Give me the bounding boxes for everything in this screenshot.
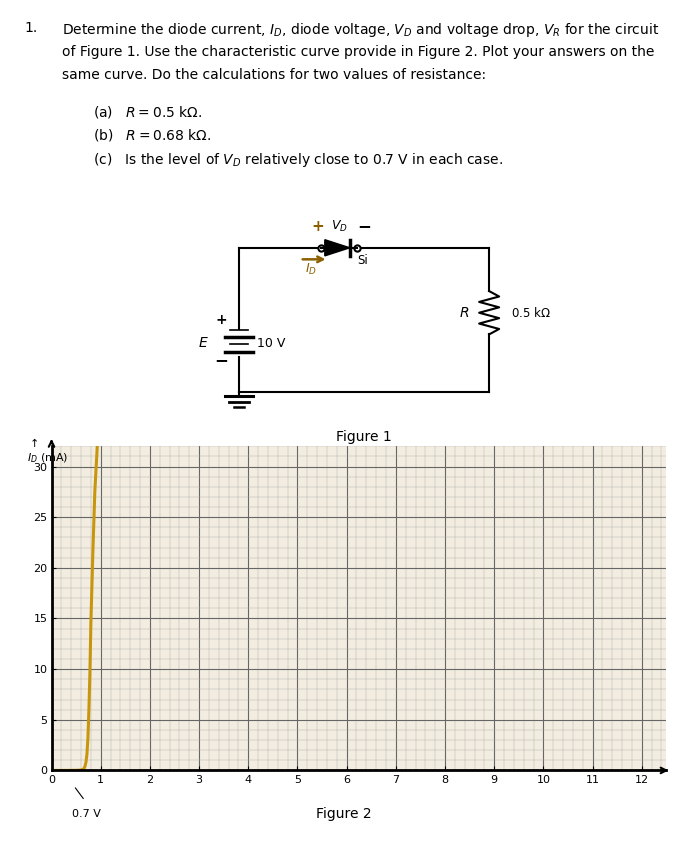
Text: Determine the diode current, $I_D$, diode voltage, $V_D$ and voltage drop, $V_R$: Determine the diode current, $I_D$, diod… xyxy=(62,21,660,39)
Text: $V_D$: $V_D$ xyxy=(330,219,348,234)
Text: of Figure 1. Use the characteristic curve provide in Figure 2. Plot your answers: of Figure 1. Use the characteristic curv… xyxy=(62,45,654,59)
Text: Si: Si xyxy=(357,254,368,267)
Text: Figure 1: Figure 1 xyxy=(336,429,392,444)
Text: same curve. Do the calculations for two values of resistance:: same curve. Do the calculations for two … xyxy=(62,68,486,83)
Text: −: − xyxy=(214,351,228,370)
Text: $\uparrow$
$I_D$ (mA): $\uparrow$ $I_D$ (mA) xyxy=(27,436,68,465)
Text: +: + xyxy=(311,219,324,233)
Polygon shape xyxy=(325,240,350,256)
Text: 0.7 V: 0.7 V xyxy=(71,809,100,819)
Text: $I_D$: $I_D$ xyxy=(304,262,317,277)
Text: 0.5 k$\Omega$: 0.5 k$\Omega$ xyxy=(510,306,550,320)
Text: Figure 2: Figure 2 xyxy=(316,807,371,821)
Text: (c)   Is the level of $V_D$ relatively close to 0.7 V in each case.: (c) Is the level of $V_D$ relatively clo… xyxy=(93,151,503,168)
Text: −: − xyxy=(357,217,371,235)
Text: $R$: $R$ xyxy=(459,306,469,320)
Text: (b)   $R = 0.68$ k$\Omega$.: (b) $R = 0.68$ k$\Omega$. xyxy=(93,127,211,143)
Text: $E$: $E$ xyxy=(198,336,209,350)
Text: (a)   $R = 0.5$ k$\Omega$.: (a) $R = 0.5$ k$\Omega$. xyxy=(93,104,202,120)
Text: 1.: 1. xyxy=(24,21,37,35)
Text: 10 V: 10 V xyxy=(257,337,285,349)
Text: +: + xyxy=(216,313,227,327)
